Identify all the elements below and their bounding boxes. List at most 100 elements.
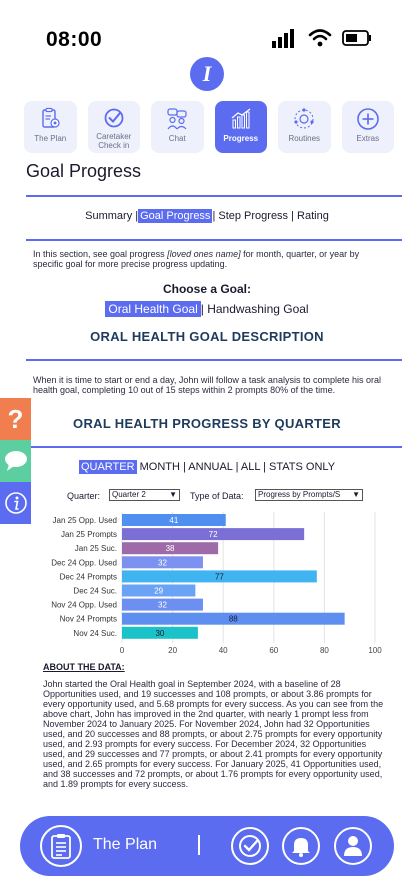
bar (122, 612, 345, 625)
x-tick-label: 40 (219, 646, 228, 655)
intro-before: In this section, see goal progress (33, 249, 168, 259)
x-tick-label: 60 (269, 646, 278, 655)
tab-extras[interactable]: Extras (341, 101, 394, 153)
profile-button[interactable] (334, 827, 372, 865)
tab-the-plan[interactable]: The Plan (24, 101, 77, 153)
status-bar: 08:00 (0, 0, 414, 60)
progress-subtabs: Summary | Goal Progress | Step Progress | … (85, 209, 329, 223)
bar (122, 598, 203, 611)
category-label: Dec 24 Opp. Used (51, 558, 117, 567)
category-label: Jan 25 Opp. Used (53, 516, 117, 525)
bar (122, 528, 305, 541)
divider (198, 835, 200, 855)
category-label: Jan 25 Suc. (75, 544, 117, 553)
battery-icon (342, 30, 371, 46)
bar (122, 542, 219, 555)
range-tab-stats-only[interactable]: STATS ONLY (269, 461, 336, 473)
page-title: Goal Progress (26, 161, 142, 181)
tab-label: Routines (288, 134, 321, 143)
category-label: Dec 24 Prompts (60, 572, 117, 581)
status-time: 08:00 (46, 28, 103, 51)
x-tick-label: 100 (368, 646, 382, 655)
data-type-select[interactable]: Progress by Prompts/S ▼ (255, 489, 363, 501)
question-icon: ? (7, 403, 24, 434)
divider (26, 239, 402, 241)
divider (26, 195, 402, 197)
app-logo: I (190, 57, 224, 91)
progress-heading: ORAL HEALTH PROGRESS BY QUARTER (73, 416, 341, 431)
bar-value-label: 32 (158, 558, 167, 567)
category-label: Nov 24 Opp. Used (51, 601, 117, 610)
bottom-nav-label[interactable]: The Plan (93, 836, 158, 853)
bar (122, 570, 317, 583)
goal-description: When it is time to start or end a day, J… (33, 375, 381, 395)
category-label: Nov 24 Prompts (60, 615, 117, 624)
subtab-rating[interactable]: Rating (297, 210, 329, 222)
check-in-button[interactable] (231, 827, 269, 865)
tab-progress[interactable]: Progress (214, 101, 267, 153)
range-tab-annual[interactable]: ANNUAL (188, 461, 233, 473)
about-heading: ABOUT THE DATA: (43, 662, 125, 672)
bar-value-label: 30 (155, 629, 164, 638)
wifi-icon (308, 29, 332, 47)
goal-selector: Oral Health Goal | Handwashing Goal (0, 301, 414, 317)
info-tab[interactable] (0, 482, 31, 524)
chat-people-icon (167, 108, 187, 130)
x-tick-label: 20 (168, 646, 177, 655)
routine-cycle-icon (294, 108, 314, 129)
bar (122, 556, 203, 569)
the-plan-button[interactable] (40, 825, 82, 867)
tab-routines[interactable]: Routines (278, 101, 331, 153)
category-label: Nov 24 Suc. (73, 629, 117, 638)
bar (122, 584, 196, 597)
goal-option-oral-health[interactable]: Oral Health Goal (105, 301, 201, 317)
choose-goal-heading: Choose a Goal: (162, 282, 251, 296)
bottom-nav: The Plan (20, 816, 394, 876)
category-label: Jan 25 Prompts (61, 530, 117, 539)
signal-icon (272, 29, 294, 48)
description-heading: ORAL HEALTH GOAL DESCRIPTION (90, 329, 324, 344)
bell-icon (292, 838, 310, 857)
bar-value-label: 32 (158, 601, 167, 610)
tab-label: Extras (356, 134, 380, 143)
bar (122, 514, 226, 526)
bar (122, 626, 198, 639)
plus-circle-icon (356, 108, 379, 130)
subtab-step-progress[interactable]: Step Progress (218, 210, 289, 222)
side-tabs: ? (0, 398, 31, 524)
tab-label: Chat (168, 134, 186, 143)
range-tab-quarter[interactable]: QUARTER (78, 460, 137, 474)
check-circle-icon (239, 835, 261, 857)
divider (26, 446, 402, 448)
quarter-label: Quarter: (67, 491, 101, 501)
category-label: Dec 24 Suc. (73, 587, 117, 596)
divider (26, 359, 402, 361)
about-text: John started the Oral Health goal in Sep… (43, 679, 384, 789)
data-type-select-value: Progress by Prompts/S (258, 490, 341, 499)
intro-after: for month, quarter, or year by specific … (33, 249, 360, 269)
x-tick-label: 80 (320, 646, 329, 655)
bar-value-label: 38 (166, 544, 175, 553)
bar-value-label: 72 (209, 530, 218, 539)
tab-label: The Plan (34, 134, 67, 143)
subtab-goal-progress[interactable]: Goal Progress (138, 209, 213, 223)
loved-one-placeholder: [loved ones name] (167, 249, 241, 259)
x-tick-label: 0 (120, 646, 125, 655)
tab-chat[interactable]: Chat (151, 101, 204, 153)
range-tab-all[interactable]: ALL (240, 461, 261, 473)
bar-value-label: 88 (229, 615, 238, 624)
clipboard-target-icon (42, 107, 60, 128)
notifications-button[interactable] (282, 827, 320, 865)
bar-value-label: 29 (154, 587, 163, 596)
help-tab[interactable]: ? (0, 398, 31, 440)
tab-caretaker-check-in[interactable]: Caretaker Check in (87, 101, 140, 153)
range-tab-month[interactable]: MONTH (139, 461, 180, 473)
bar-value-label: 77 (215, 572, 224, 581)
quarter-select[interactable]: Quarter 2 ▼ (109, 489, 180, 501)
data-type-label: Type of Data: (190, 491, 244, 501)
chat-tab[interactable] (0, 440, 31, 482)
goal-option-handwashing[interactable]: Handwashing Goal (207, 302, 309, 316)
tab-label: Progress (223, 134, 259, 143)
subtab-summary[interactable]: Summary (85, 210, 133, 222)
bar-value-label: 41 (169, 516, 178, 525)
